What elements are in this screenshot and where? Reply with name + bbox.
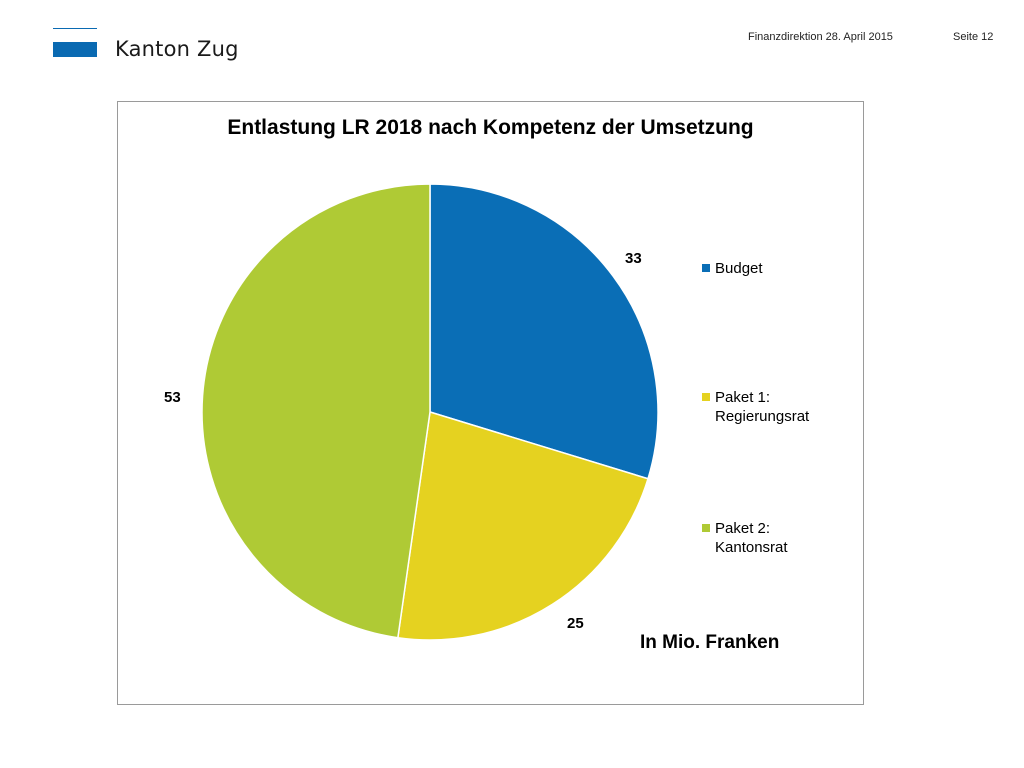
header-department-date: Finanzdirektion 28. April 2015 [748,31,893,43]
data-label-paket-1: 25 [567,615,584,632]
legend-swatch-budget [702,264,710,272]
data-label-paket-2: 53 [164,389,181,406]
pie-slice-budget [429,183,659,480]
logo-line [53,28,97,29]
pie-chart [201,183,659,641]
legend-label-paket-1: Paket 1: Regierungsrat [715,389,810,425]
legend-swatch-paket-2 [702,524,710,532]
legend-label-paket-2: Paket 2: Kantonsrat [715,520,788,556]
chart-frame: Entlastung LR 2018 nach Kompetenz der Um… [117,101,864,705]
logo-block [53,42,97,57]
legend-label-budget: Budget [715,260,763,277]
org-name: Kanton Zug [115,37,239,61]
unit-note: In Mio. Franken [640,632,780,653]
pie-slice-paket-1 [396,411,649,641]
legend-swatch-paket-1 [702,393,710,401]
header-page-number: Seite 12 [953,31,994,43]
chart-title: Entlastung LR 2018 nach Kompetenz der Um… [227,116,754,139]
data-label-budget: 33 [625,250,642,267]
pie-slice-paket-2 [201,183,431,639]
